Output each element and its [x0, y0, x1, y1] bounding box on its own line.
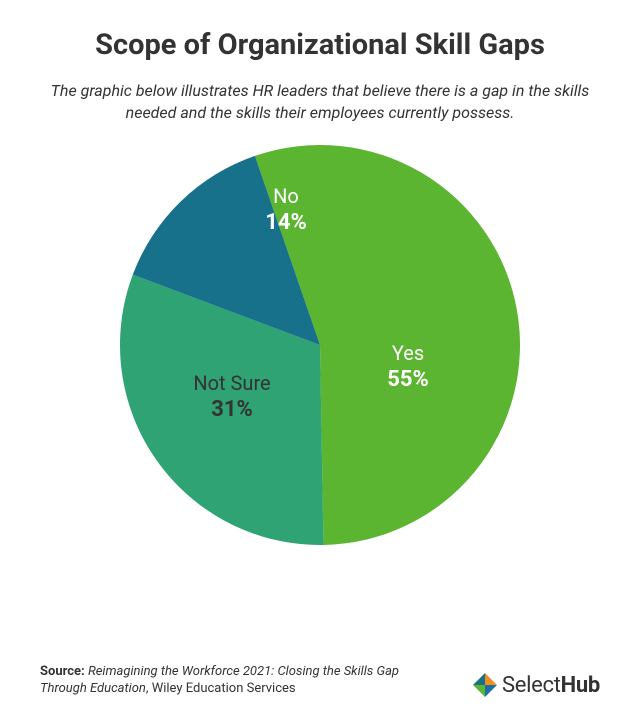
source-citation: Source: Reimagining the Workforce 2021: …	[40, 663, 420, 698]
brand-wordmark: SelectHub	[502, 673, 600, 698]
source-label: Source:	[40, 664, 85, 679]
page-subtitle: The graphic below illustrates HR leaders…	[50, 80, 590, 125]
brand-logo: SelectHub	[472, 672, 600, 698]
pie-svg	[120, 145, 520, 545]
page-title: Scope of Organizational Skill Gaps	[40, 28, 600, 62]
brand-word-2: Hub	[561, 673, 600, 698]
source-publisher: , Wiley Education Services	[146, 681, 296, 696]
brand-word-1: Select	[502, 673, 561, 698]
brand-mark-icon	[472, 672, 498, 698]
pie-chart: Yes 55% Not Sure 31% No 14%	[120, 145, 520, 545]
